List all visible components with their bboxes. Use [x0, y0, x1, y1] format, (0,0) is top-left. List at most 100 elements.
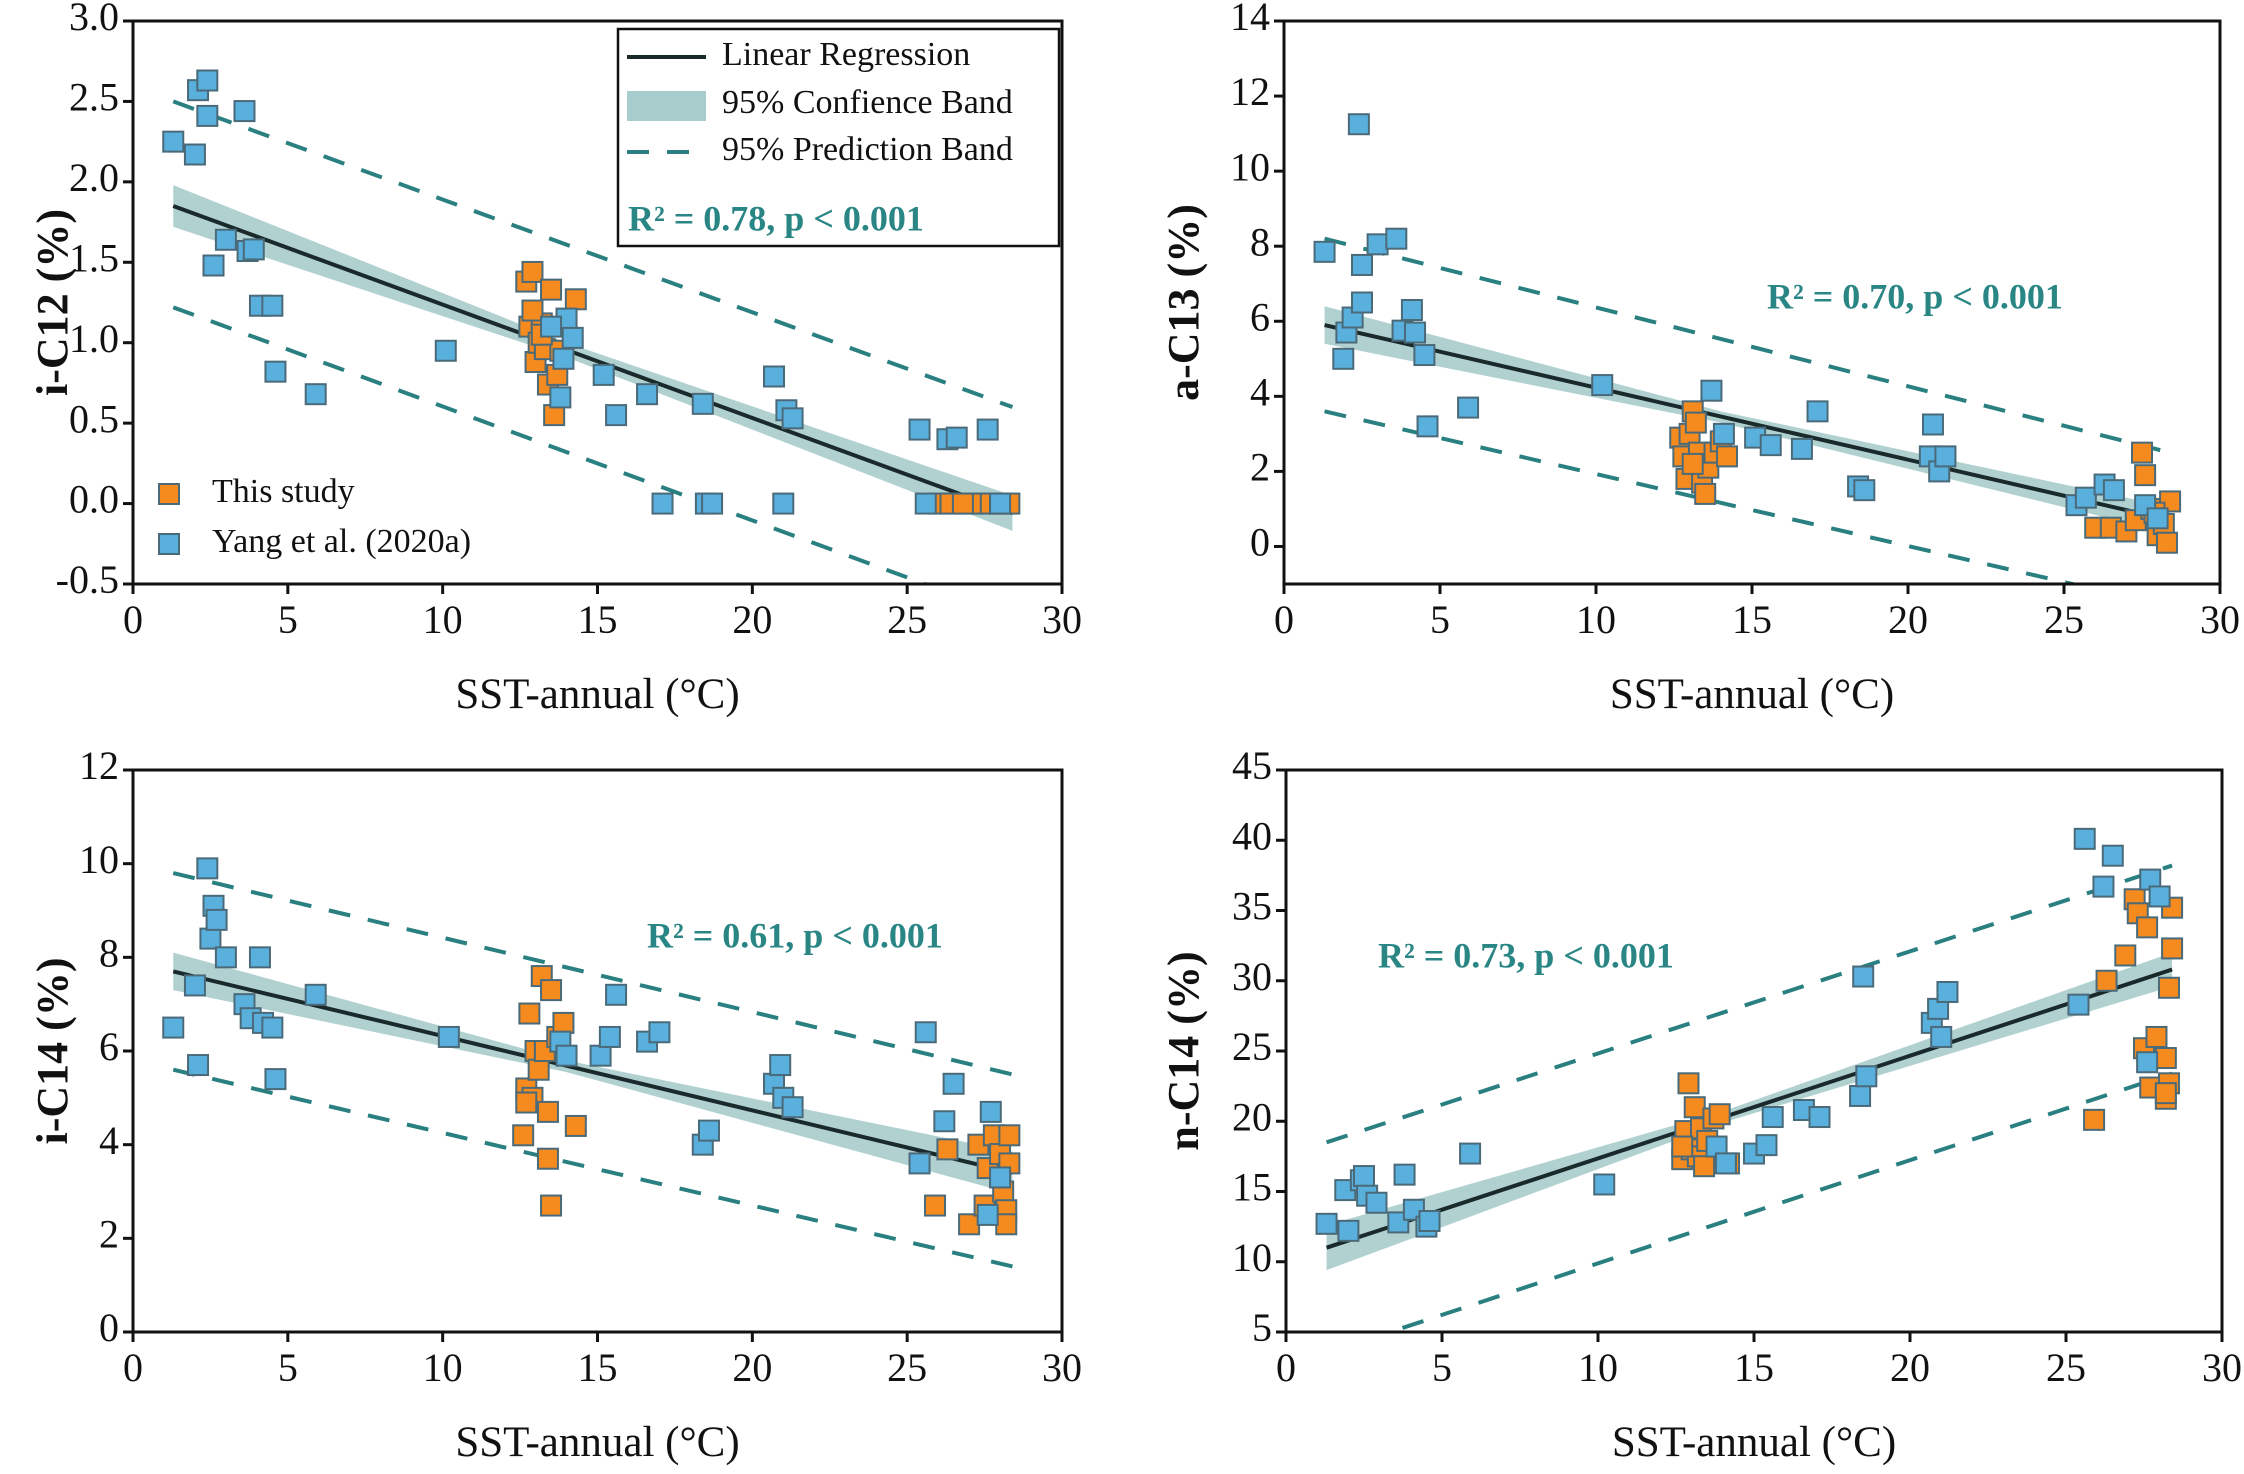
x-tick-label: 25: [887, 597, 927, 642]
prediction-band: [1325, 863, 2173, 1145]
data-point: [1790, 437, 1813, 460]
data-point: [701, 492, 724, 515]
data-point: [598, 1025, 621, 1048]
x-tick-label: 20: [732, 597, 772, 642]
data-point: [434, 339, 457, 362]
prediction-band: [172, 871, 1013, 1077]
data-point: [589, 1044, 612, 1067]
y-tick-label: 0.0: [69, 477, 119, 522]
legend-label: Yang et al. (2020a): [212, 523, 471, 560]
data-point: [908, 1152, 931, 1175]
x-tick-label: 15: [578, 597, 618, 642]
data-point: [636, 383, 659, 406]
data-point: [2114, 944, 2137, 967]
y-axis-label: i-C12 (%): [28, 209, 77, 396]
data-point: [908, 418, 931, 441]
x-tick-label: 0: [123, 597, 143, 642]
x-tick-label: 15: [1732, 597, 1772, 642]
data-point: [518, 1002, 541, 1025]
x-tick-label: 0: [123, 1345, 143, 1390]
x-tick-label: 10: [1578, 1345, 1618, 1390]
annotation: R² = 0.78, p < 0.001: [628, 198, 924, 238]
data-point: [2095, 969, 2118, 992]
y-tick-label: 12: [1230, 69, 1270, 114]
legend-label: 95% Confience Band: [722, 84, 1013, 121]
data-point: [1759, 434, 1782, 457]
data-point: [1332, 347, 1355, 370]
data-point: [1761, 1106, 1784, 1129]
data-point: [199, 927, 222, 950]
plot-area: [162, 857, 1021, 1269]
x-tick-label: 20: [1888, 597, 1928, 642]
data-point: [540, 979, 563, 1002]
y-tick-label: 2: [99, 1212, 119, 1257]
data-point: [976, 1203, 999, 1226]
data-point: [1404, 321, 1427, 344]
prediction-band: [1383, 1071, 2173, 1332]
data-point: [924, 1194, 947, 1217]
data-point: [2131, 441, 2153, 464]
data-point: [162, 130, 185, 153]
data-point: [691, 392, 714, 415]
legend-label: Linear Regression: [722, 36, 970, 73]
data-point: [1936, 980, 1959, 1003]
x-axis-label: SST-annual (°C): [455, 1419, 739, 1466]
data-point: [1418, 1210, 1441, 1233]
data-point: [1700, 379, 1723, 402]
x-tick-label: 10: [423, 597, 463, 642]
y-tick-label: 1.0: [69, 316, 119, 361]
x-tick-label: 20: [732, 1345, 772, 1390]
data-point: [989, 1166, 1012, 1189]
data-point: [1347, 113, 1370, 136]
data-point: [536, 1100, 559, 1123]
legend-label: This study: [212, 473, 355, 510]
data-point: [564, 288, 587, 311]
data-point: [1934, 445, 1957, 468]
y-tick-label: 0.5: [69, 396, 119, 441]
data-point: [1671, 1135, 1694, 1158]
x-tick-label: 30: [1042, 1345, 1082, 1390]
x-tick-label: 25: [2046, 1345, 2086, 1390]
data-point: [564, 1114, 587, 1137]
data-point: [202, 254, 225, 277]
data-point: [989, 492, 1012, 515]
data-point: [772, 492, 795, 515]
data-point: [2134, 464, 2157, 487]
data-point: [769, 1054, 792, 1077]
y-tick-label: 14: [1230, 0, 1270, 39]
data-point: [1393, 1163, 1416, 1186]
data-point: [1591, 374, 1614, 397]
data-point: [945, 426, 968, 449]
data-point: [2102, 479, 2125, 502]
x-tick-label: 20: [1890, 1345, 1930, 1390]
data-point: [261, 294, 284, 317]
y-tick-label: 5: [1252, 1305, 1272, 1350]
data-point: [1716, 445, 1739, 468]
annotation: R² = 0.61, p < 0.001: [647, 915, 943, 955]
data-point: [1677, 1072, 1700, 1095]
data-point: [540, 315, 563, 338]
data-point: [1413, 344, 1436, 367]
legend-box: [616, 27, 1061, 248]
data-point: [1714, 1152, 1737, 1175]
data-point: [1385, 227, 1408, 250]
x-tick-label: 10: [1576, 597, 1616, 642]
data-point: [998, 1124, 1021, 1147]
data-point: [264, 1068, 287, 1091]
data-point: [561, 326, 584, 349]
data-point: [1351, 291, 1373, 314]
data-point: [1853, 479, 1876, 502]
x-axis-label: SST-annual (°C): [455, 671, 739, 718]
data-point: [549, 386, 572, 409]
data-point: [1708, 1103, 1731, 1126]
data-point: [2146, 507, 2169, 530]
confidence-band: [1324, 306, 2171, 534]
y-tick-label: 20: [1232, 1094, 1272, 1139]
y-tick-label: 2.0: [69, 155, 119, 200]
data-point: [1416, 415, 1439, 438]
data-point: [540, 278, 563, 301]
x-axis-label: SST-annual (°C): [1612, 1419, 1896, 1466]
y-tick-label: 10: [79, 837, 119, 882]
regression-line: [172, 204, 1014, 516]
y-tick-label: 1.5: [69, 235, 119, 280]
